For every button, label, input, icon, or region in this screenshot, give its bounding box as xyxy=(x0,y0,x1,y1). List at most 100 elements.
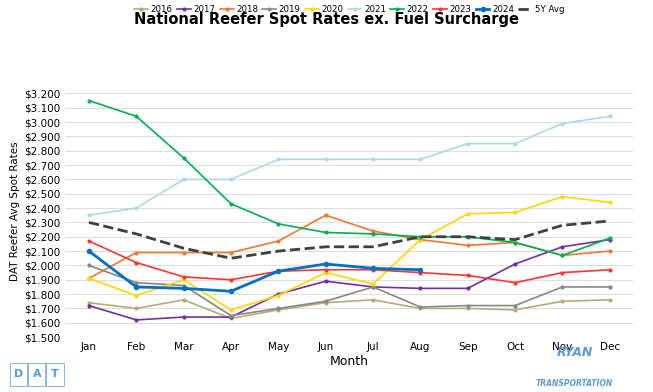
2016 xyxy=(369,298,377,302)
2021 xyxy=(133,206,140,211)
2021 xyxy=(369,157,377,162)
5Y Avg xyxy=(511,237,519,242)
2020 xyxy=(417,237,424,242)
2021 xyxy=(464,141,471,146)
2024 xyxy=(227,289,235,294)
2020 xyxy=(558,194,566,199)
2019 xyxy=(133,280,140,285)
2022 xyxy=(274,221,282,226)
2019 xyxy=(274,306,282,311)
5Y Avg xyxy=(417,234,424,239)
2021 xyxy=(180,177,187,182)
2017 xyxy=(180,315,187,319)
5Y Avg xyxy=(322,245,330,249)
2016 xyxy=(85,300,93,305)
2021 xyxy=(511,141,519,146)
2018 xyxy=(558,253,566,258)
2017 xyxy=(606,237,614,242)
2017 xyxy=(417,286,424,291)
2022 xyxy=(85,98,93,103)
2016 xyxy=(227,316,235,321)
2020 xyxy=(85,276,93,281)
2018 xyxy=(322,213,330,218)
Text: T: T xyxy=(51,369,59,379)
2023 xyxy=(606,267,614,272)
FancyBboxPatch shape xyxy=(28,363,45,386)
Legend: 2016, 2017, 2018, 2019, 2020, 2021, 2022, 2023, 2024, 5Y Avg: 2016, 2017, 2018, 2019, 2020, 2021, 2022… xyxy=(135,5,564,14)
2023 xyxy=(133,260,140,265)
2022 xyxy=(322,230,330,235)
2017 xyxy=(369,285,377,289)
Line: 2022: 2022 xyxy=(87,98,612,258)
5Y Avg xyxy=(180,246,187,250)
2018 xyxy=(180,250,187,255)
5Y Avg xyxy=(464,234,471,239)
2017 xyxy=(133,318,140,322)
Line: 2023: 2023 xyxy=(87,239,612,285)
2017 xyxy=(274,292,282,296)
2016 xyxy=(464,306,471,311)
2017 xyxy=(511,261,519,266)
2020 xyxy=(227,308,235,312)
5Y Avg xyxy=(227,256,235,261)
2016 xyxy=(511,308,519,312)
2016 xyxy=(417,306,424,311)
2017 xyxy=(464,286,471,291)
2023 xyxy=(464,273,471,278)
2019 xyxy=(417,305,424,309)
2021 xyxy=(558,121,566,126)
2021 xyxy=(274,157,282,162)
2024 xyxy=(369,266,377,270)
5Y Avg xyxy=(133,232,140,236)
2016 xyxy=(606,298,614,302)
2020 xyxy=(464,211,471,216)
Line: 2020: 2020 xyxy=(87,194,612,312)
2016 xyxy=(274,308,282,312)
Line: 2021: 2021 xyxy=(87,114,612,217)
Line: 2018: 2018 xyxy=(87,213,612,280)
2023 xyxy=(274,269,282,274)
Text: TRANSPORTATION: TRANSPORTATION xyxy=(536,379,613,388)
2019 xyxy=(85,263,93,268)
2023 xyxy=(322,267,330,272)
2022 xyxy=(227,201,235,206)
2023 xyxy=(227,278,235,282)
2020 xyxy=(133,293,140,298)
2022 xyxy=(464,234,471,239)
2024 xyxy=(322,261,330,266)
2019 xyxy=(369,285,377,289)
Line: 2024: 2024 xyxy=(86,248,423,294)
2023 xyxy=(85,239,93,243)
2019 xyxy=(511,303,519,308)
2022 xyxy=(180,156,187,160)
2019 xyxy=(322,299,330,304)
2020 xyxy=(369,282,377,287)
2023 xyxy=(417,270,424,275)
Text: National Reefer Spot Rates ex. Fuel Surcharge: National Reefer Spot Rates ex. Fuel Surc… xyxy=(134,12,519,27)
2021 xyxy=(322,157,330,162)
2019 xyxy=(227,313,235,318)
2018 xyxy=(133,250,140,255)
2016 xyxy=(322,300,330,305)
X-axis label: Month: Month xyxy=(330,355,369,368)
2022 xyxy=(369,232,377,236)
2023 xyxy=(180,274,187,279)
2020 xyxy=(511,210,519,215)
2018 xyxy=(464,243,471,248)
2021 xyxy=(606,114,614,119)
Line: 2016: 2016 xyxy=(87,298,612,321)
2018 xyxy=(227,250,235,255)
2024 xyxy=(417,267,424,272)
2020 xyxy=(606,200,614,205)
2017 xyxy=(85,303,93,308)
Line: 5Y Avg: 5Y Avg xyxy=(89,221,610,258)
2018 xyxy=(274,239,282,243)
2024 xyxy=(274,269,282,274)
FancyBboxPatch shape xyxy=(10,363,27,386)
2018 xyxy=(417,237,424,242)
5Y Avg xyxy=(369,245,377,249)
Text: RYAN: RYAN xyxy=(556,346,593,359)
2021 xyxy=(85,213,93,218)
2016 xyxy=(133,306,140,311)
2017 xyxy=(558,245,566,249)
